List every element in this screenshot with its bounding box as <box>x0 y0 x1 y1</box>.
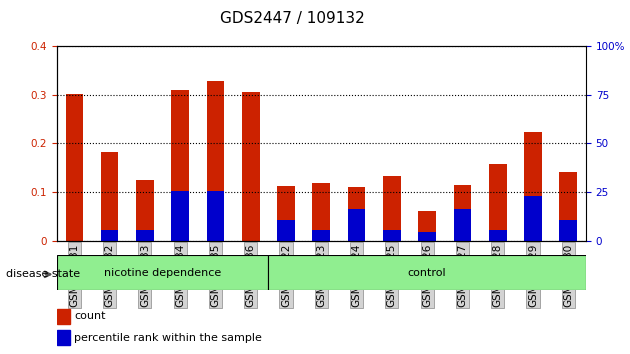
Bar <box>454 185 471 241</box>
Bar <box>57 330 70 345</box>
Bar <box>57 309 70 324</box>
Bar <box>242 92 260 241</box>
Bar <box>418 232 436 241</box>
Bar <box>136 180 154 241</box>
Bar <box>277 186 295 241</box>
Bar <box>559 220 577 241</box>
Text: count: count <box>74 311 106 321</box>
Text: nicotine dependence: nicotine dependence <box>104 268 221 278</box>
Bar <box>524 132 542 241</box>
FancyBboxPatch shape <box>268 255 586 290</box>
Bar <box>312 183 330 241</box>
Bar <box>171 191 189 241</box>
Bar <box>171 90 189 241</box>
Text: control: control <box>408 268 447 278</box>
Bar <box>383 176 401 241</box>
Bar <box>454 209 471 241</box>
Bar <box>348 209 365 241</box>
Bar <box>101 152 118 241</box>
Text: GDS2447 / 109132: GDS2447 / 109132 <box>220 11 365 25</box>
Bar <box>66 94 83 241</box>
Bar <box>489 164 507 241</box>
Text: disease state: disease state <box>6 269 81 279</box>
Bar <box>207 191 224 241</box>
Bar <box>277 220 295 241</box>
Bar <box>136 230 154 241</box>
Bar <box>312 230 330 241</box>
Bar <box>101 230 118 241</box>
Bar <box>489 230 507 241</box>
Bar <box>559 172 577 241</box>
Text: percentile rank within the sample: percentile rank within the sample <box>74 332 262 343</box>
Bar <box>348 187 365 241</box>
Bar <box>207 81 224 241</box>
Bar <box>524 196 542 241</box>
Bar <box>418 211 436 241</box>
FancyBboxPatch shape <box>57 255 268 290</box>
Bar <box>383 230 401 241</box>
